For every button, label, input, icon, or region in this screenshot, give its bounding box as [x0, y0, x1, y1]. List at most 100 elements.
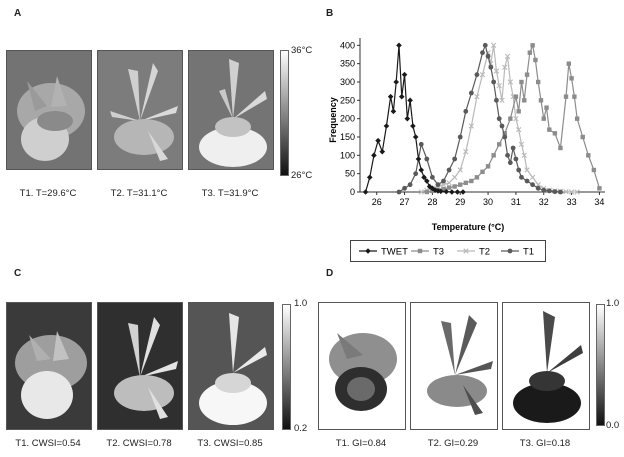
plant-gi-t2 — [411, 303, 497, 429]
data-point-t1 — [485, 53, 491, 59]
data-point-t2 — [568, 189, 575, 195]
x-tick-label: 32 — [539, 197, 549, 207]
panel-a-letter: A — [14, 8, 22, 19]
data-point-t2 — [518, 141, 525, 148]
data-point-t1 — [499, 123, 505, 129]
data-point-t1 — [516, 167, 522, 173]
data-point-t3 — [513, 94, 519, 99]
data-point-twet — [460, 189, 466, 195]
data-point-t3 — [516, 109, 521, 114]
data-point-t2 — [535, 181, 541, 188]
data-point-t3 — [533, 57, 538, 63]
data-point-t2 — [457, 167, 463, 173]
data-point-t2 — [493, 68, 500, 74]
data-point-t1 — [463, 108, 469, 114]
data-point-twet — [393, 79, 399, 85]
data-point-twet — [387, 93, 394, 100]
data-point-t2 — [574, 189, 580, 195]
plant-thermal-t3 — [189, 51, 273, 169]
data-point-twet — [410, 123, 416, 129]
x-tick-label: 31 — [511, 197, 521, 207]
temperature-frequency-chart: 26 27 28 29 30 31 32 33 34 0 50 100 150 200 250 300 350 4… — [328, 38, 605, 232]
data-point-t3 — [527, 50, 533, 55]
temperature-scale-top: 36°C — [291, 45, 313, 56]
data-point-t2 — [529, 174, 536, 181]
plant-cwsi-t1 — [7, 303, 91, 429]
data-point-t3 — [566, 61, 572, 66]
data-point-t1 — [530, 182, 536, 188]
data-point-twet — [383, 123, 390, 129]
data-point-t2 — [418, 189, 424, 195]
data-point-t1 — [480, 50, 485, 56]
data-point-twet — [418, 167, 425, 173]
plant-thermal-t2 — [98, 51, 182, 169]
data-point-t2 — [524, 167, 530, 173]
data-point-t1 — [468, 90, 474, 96]
data-point-twet — [375, 137, 381, 144]
legend-label-t2: T2 — [479, 247, 490, 258]
chart-ylabel: Frequency — [328, 97, 338, 143]
data-point-t3 — [580, 134, 585, 140]
data-point-t3 — [547, 127, 552, 132]
data-point-t1 — [541, 187, 547, 193]
data-point-t1 — [507, 160, 513, 166]
caption-a-t1: T1. T=29.6°C — [19, 188, 77, 199]
data-point-t2 — [440, 181, 447, 188]
x-tick-label: 33 — [567, 197, 577, 207]
data-point-twet — [371, 152, 377, 159]
y-tick-label: 350 — [340, 59, 355, 69]
panel-d-letter: D — [326, 268, 334, 279]
data-point-t1 — [535, 185, 541, 191]
cwsi-image-t3 — [188, 302, 274, 430]
data-point-t1 — [435, 182, 441, 188]
data-point-t3 — [463, 180, 468, 186]
legend-items: TWET T3 T2 T1 — [359, 247, 534, 258]
caption-d-t1: T1. GI=0.84 — [335, 438, 387, 449]
data-point-t3 — [535, 79, 541, 85]
legend-label-t3: T3 — [433, 247, 444, 258]
cwsi-scale-top: 1.0 — [294, 298, 308, 309]
data-point-twet — [415, 156, 422, 162]
caption-d-t3: T3. GI=0.18 — [519, 438, 571, 449]
data-point-t3 — [458, 182, 463, 187]
data-point-t2 — [474, 93, 480, 100]
data-point-t3 — [502, 131, 507, 136]
data-point-t3 — [552, 131, 558, 136]
data-point-t2 — [451, 174, 458, 181]
data-point-t2 — [468, 123, 475, 129]
data-point-t2 — [504, 53, 511, 60]
caption-a-t3: T3. T=31.9°C — [201, 188, 259, 199]
data-point-t3 — [569, 76, 574, 81]
data-point-t1 — [446, 167, 452, 173]
data-point-t1 — [510, 145, 516, 151]
temperature-scale-bar — [280, 50, 289, 176]
y-tick-label: 150 — [340, 132, 355, 142]
temperature-scale-bottom: 26°C — [291, 170, 313, 181]
thermal-image-t1 — [6, 50, 92, 170]
caption-c-t1: T1. CWSI=0.54 — [15, 438, 81, 449]
data-point-t3 — [563, 94, 569, 99]
data-point-twet — [443, 188, 450, 195]
data-point-twet — [407, 97, 413, 104]
legend-marker-twet — [365, 248, 371, 254]
data-point-t1 — [491, 79, 497, 85]
data-point-t1 — [519, 174, 524, 180]
data-point-t1 — [407, 182, 413, 188]
data-point-t3 — [469, 178, 474, 184]
data-point-t2 — [499, 97, 505, 104]
legend-label-t1: T1 — [523, 247, 534, 258]
data-point-t1 — [496, 116, 502, 122]
data-point-t3 — [544, 105, 549, 110]
data-point-t3 — [586, 153, 591, 158]
legend-label-twet: TWET — [381, 247, 408, 258]
x-tick-label: 34 — [594, 197, 604, 207]
series-line-t3 — [426, 43, 601, 193]
data-point-t1 — [429, 174, 435, 180]
data-point-t3 — [497, 142, 502, 147]
caption-d-t2: T2. GI=0.29 — [427, 438, 479, 449]
data-point-t3 — [522, 98, 527, 103]
data-point-t1 — [513, 156, 519, 162]
x-tick-label: 30 — [483, 197, 493, 207]
plant-gi-t1 — [319, 303, 405, 429]
gi-image-t3 — [502, 302, 590, 430]
